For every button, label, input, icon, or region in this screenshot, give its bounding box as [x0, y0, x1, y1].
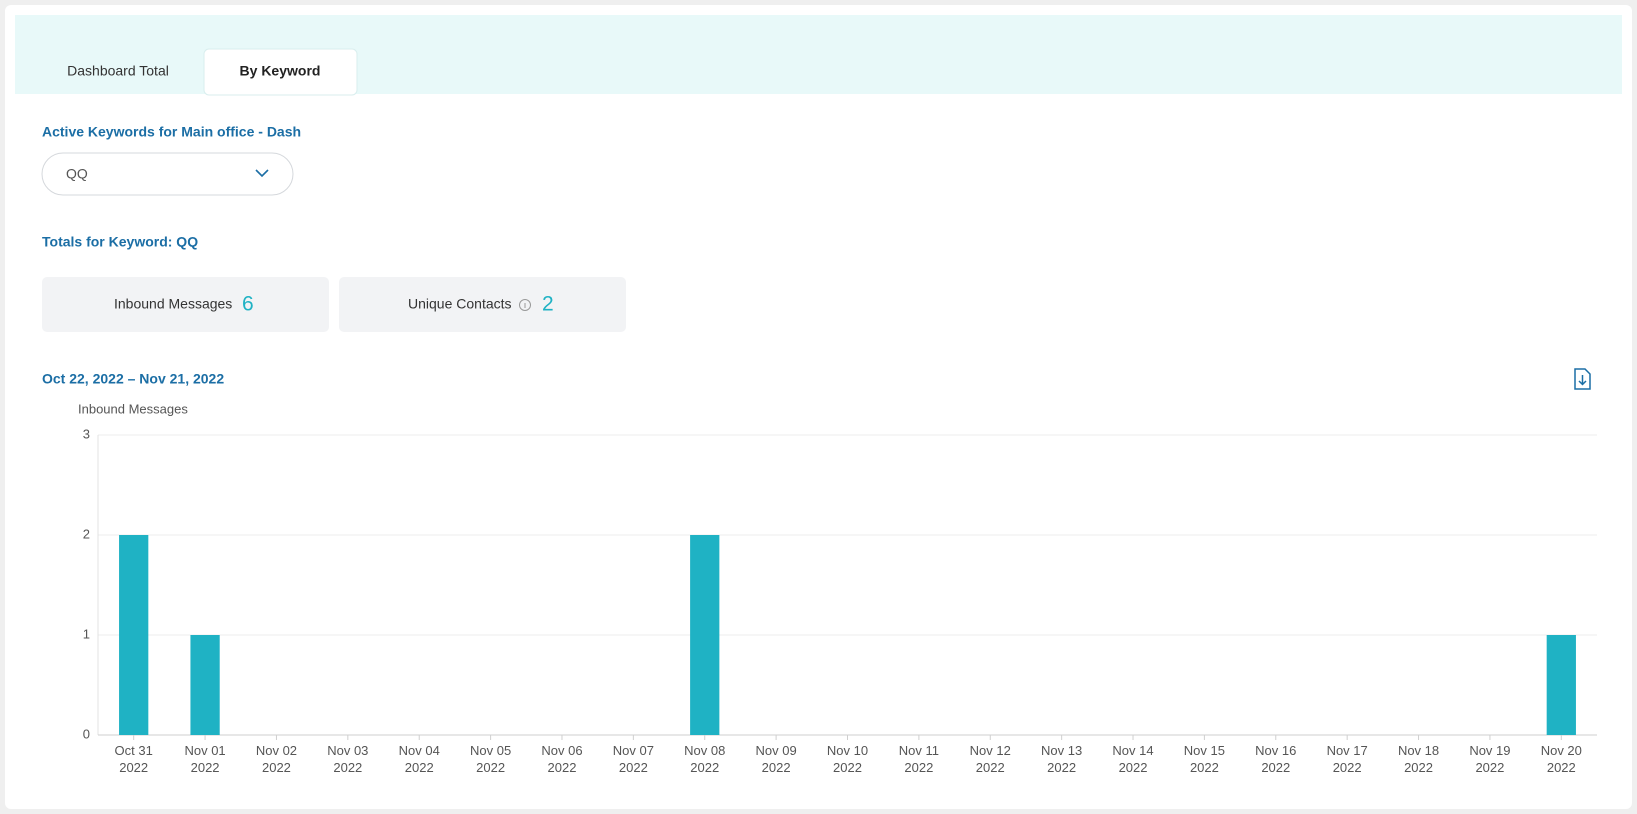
x-tick-label: Nov 18 2022 — [1398, 743, 1439, 775]
x-tick-label: Nov 05 2022 — [470, 743, 511, 775]
x-tick-label: Oct 31 2022 — [115, 743, 153, 775]
keyword-label: Active Keywords for Main office - Dash — [42, 124, 301, 140]
stat-value: 6 — [242, 293, 254, 316]
x-tick-label: Nov 07 2022 — [613, 743, 654, 775]
x-tick-label: Nov 10 2022 — [827, 743, 868, 775]
chevron — [255, 169, 269, 178]
chart: 0 1 2 3 Oct 31 2022 Nov 01 2022 Nov 02 2022 Nov 03… — [83, 426, 1597, 775]
download-icon[interactable] — [1574, 368, 1591, 390]
stat-card — [339, 277, 626, 332]
x-tick-label: Nov 09 2022 — [756, 743, 797, 775]
y-axis-title: Inbound Messages — [78, 401, 188, 416]
stat-label: Unique Contacts — [408, 296, 512, 312]
stat-value: 2 — [542, 293, 554, 316]
x-tick-label: Nov 08 2022 — [684, 743, 725, 775]
y-tick-label: 3 — [83, 426, 90, 441]
info-icon[interactable] — [519, 299, 531, 311]
x-tick-label: Nov 13 2022 — [1041, 743, 1082, 775]
x-tick-label: Nov 06 2022 — [541, 743, 582, 775]
x-tick-label: Nov 19 2022 — [1469, 743, 1510, 775]
x-tick-label: Nov 14 2022 — [1112, 743, 1153, 775]
bar — [1546, 635, 1576, 735]
tab[interactable]: Dashboard Total — [67, 63, 169, 79]
x-tick-label: Nov 02 2022 — [256, 743, 297, 775]
x-tick-label: Nov 01 2022 — [184, 743, 225, 775]
y-tick-label: 2 — [83, 526, 90, 541]
x-tick-label: Nov 04 2022 — [399, 743, 440, 775]
x-tick-label: Nov 15 2022 — [1184, 743, 1225, 775]
tab[interactable]: By Keyword — [240, 63, 321, 79]
bar — [690, 535, 720, 735]
stat-card — [42, 277, 329, 332]
bar — [190, 635, 220, 735]
y-tick-label: 0 — [83, 726, 90, 741]
dropdown[interactable] — [41, 152, 294, 196]
x-tick-label: Nov 16 2022 — [1255, 743, 1296, 775]
x-tick-label: Nov 17 2022 — [1327, 743, 1368, 775]
x-tick-label: Nov 12 2022 — [970, 743, 1011, 775]
x-tick-label: Nov 20 2022 — [1541, 743, 1582, 775]
download-icon-file — [1574, 368, 1591, 390]
dropdown-value: QQ — [66, 166, 88, 182]
stat-label: Inbound Messages — [114, 296, 232, 312]
active-tab[interactable] — [203, 48, 358, 96]
x-tick-label: Nov 11 2022 — [899, 743, 939, 775]
y-tick-label: 1 — [83, 626, 90, 641]
totals-label: Totals for Keyword: QQ — [42, 234, 198, 250]
date-range: Oct 22, 2022 – Nov 21, 2022 — [42, 371, 224, 387]
x-tick-label: Nov 03 2022 — [327, 743, 368, 775]
download-icon-arrow — [1578, 375, 1587, 386]
bar — [119, 535, 149, 735]
card — [5, 5, 1632, 809]
